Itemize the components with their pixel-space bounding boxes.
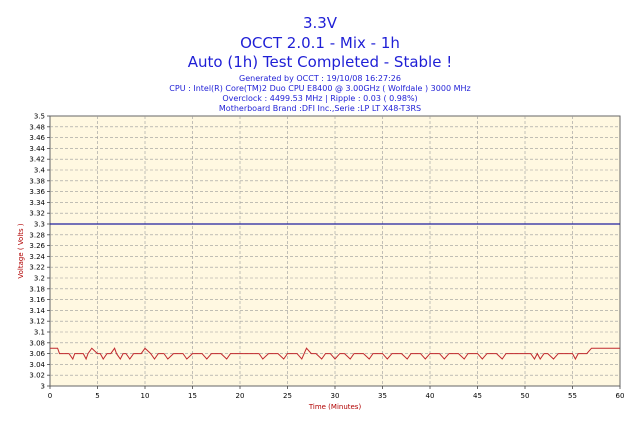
x-tick-label: 10 — [141, 392, 150, 400]
y-tick-label: 3.38 — [29, 177, 45, 185]
x-tick-label: 50 — [521, 392, 530, 400]
chart-info-generated: Generated by OCCT : 19/10/08 16:27:26 — [239, 74, 401, 83]
y-tick-label: 3.16 — [29, 296, 45, 304]
y-tick-label: 3.42 — [29, 156, 45, 164]
x-tick-label: 55 — [568, 392, 577, 400]
chart-info-overclock: Overclock : 4499.53 MHz | Ripple : 0.03 … — [222, 94, 417, 103]
y-tick-label: 3.4 — [34, 167, 46, 175]
x-tick-label: 60 — [616, 392, 625, 400]
y-tick-label: 3.22 — [29, 264, 45, 272]
x-tick-label: 45 — [473, 392, 482, 400]
x-tick-label: 5 — [95, 392, 99, 400]
y-tick-label: 3.2 — [34, 275, 45, 283]
y-tick-label: 3.06 — [29, 350, 45, 358]
chart-info-cpu: CPU : Intel(R) Core(TM)2 Duo CPU E8400 @… — [169, 84, 470, 93]
y-tick-label: 3.36 — [29, 188, 45, 196]
y-tick-label: 3.12 — [29, 318, 45, 326]
x-tick-label: 15 — [188, 392, 197, 400]
y-tick-label: 3.32 — [29, 210, 45, 218]
y-tick-label: 3.14 — [29, 307, 45, 315]
y-tick-label: 3.46 — [29, 134, 45, 142]
y-tick-label: 3.48 — [29, 123, 45, 131]
x-tick-label: 40 — [426, 392, 435, 400]
chart-title-occt: OCCT 2.0.1 - Mix - 1h — [240, 34, 400, 52]
x-tick-label: 0 — [48, 392, 52, 400]
y-tick-label: 3.34 — [29, 199, 45, 207]
y-axis-label: Voltage ( Volts ) — [17, 223, 25, 279]
x-tick-label: 25 — [283, 392, 292, 400]
y-tick-label: 3.18 — [29, 285, 45, 293]
y-tick-label: 3.5 — [34, 113, 45, 121]
y-tick-label: 3.24 — [29, 253, 45, 261]
axis-ticks: 3 3.02 3.04 3.06 3.08 3.1 3.12 3.14 3.16 3.18 3.2 3… — [29, 113, 624, 401]
y-tick-label: 3.44 — [29, 145, 45, 153]
chart-title-voltage: 3.3V — [303, 14, 338, 32]
x-tick-label: 30 — [331, 392, 340, 400]
y-tick-label: 3.26 — [29, 242, 45, 250]
y-tick-label: 3.08 — [29, 339, 45, 347]
y-tick-label: 3.1 — [34, 329, 45, 337]
x-tick-label: 20 — [236, 392, 245, 400]
x-tick-label: 35 — [378, 392, 387, 400]
grid-lines — [50, 116, 620, 386]
x-axis-label: Time (Minutes) — [308, 403, 362, 411]
y-tick-label: 3.04 — [29, 361, 45, 369]
y-tick-label: 3.28 — [29, 231, 45, 239]
chart-title-status: Auto (1h) Test Completed - Stable ! — [188, 53, 452, 71]
y-tick-label: 3 — [41, 383, 45, 391]
series-line — [50, 347, 620, 361]
chart-info-motherboard: Motherboard Brand :DFI Inc.,Serie :LP LT… — [219, 104, 421, 113]
y-tick-label: 3.3 — [34, 221, 45, 229]
y-tick-label: 3.02 — [29, 372, 45, 380]
